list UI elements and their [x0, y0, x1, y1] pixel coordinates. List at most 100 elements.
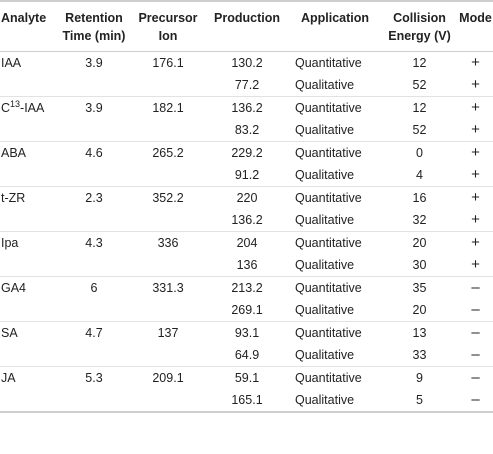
cell-analyte: C13-IAA	[0, 95, 57, 119]
cell-precursor-ion: 265.2	[131, 140, 205, 164]
table-row: 136 Qualitative 30 +	[0, 254, 493, 277]
cell-production: 213.2	[205, 275, 289, 299]
cell-collision-energy: 9	[381, 365, 458, 389]
cell-analyte: SA	[0, 320, 57, 344]
cell-application: Quantitative	[289, 185, 381, 209]
cell-production: 220	[205, 185, 289, 209]
cell-production: 136.2	[205, 95, 289, 119]
cell-collision-energy: 13	[381, 320, 458, 344]
cell-precursor-ion	[131, 119, 205, 142]
header-analyte: Analyte	[0, 0, 57, 52]
cell-production: 59.1	[205, 365, 289, 389]
cell-retention-time: 5.3	[57, 365, 131, 389]
cell-collision-energy: 16	[381, 185, 458, 209]
cell-analyte: ABA	[0, 140, 57, 164]
cell-application: Qualitative	[295, 77, 355, 92]
table-row: 77.2 Qualitative 52 +	[0, 74, 493, 97]
cell-collision-energy: 5	[381, 388, 458, 413]
cell-mode: +	[471, 210, 480, 228]
cell-mode: –	[458, 275, 493, 299]
table-row: ABA 4.6 265.2 229.2 Quantitative 0 +	[0, 140, 493, 164]
cell-analyte	[0, 299, 57, 322]
cell-precursor-ion: 209.1	[131, 365, 205, 389]
cell-application: Quantitative	[289, 320, 381, 344]
cell-precursor-ion	[131, 388, 205, 413]
cell-production: 165.1	[205, 388, 289, 413]
table-row: C13-IAA 3.9 182.1 136.2 Quantitative 12 +	[0, 95, 493, 119]
cell-precursor-ion	[131, 299, 205, 322]
cell-mode: +	[471, 75, 480, 93]
cell-retention-time: 4.6	[57, 140, 131, 164]
cell-precursor-ion	[131, 164, 205, 187]
cell-analyte	[0, 74, 57, 97]
cell-mode: +	[458, 230, 493, 254]
header-precursor-ion: Precursor Ion	[131, 0, 205, 52]
cell-collision-energy: 32	[412, 212, 427, 227]
cell-retention-time	[57, 119, 131, 142]
cell-production: 136.2	[231, 212, 263, 227]
cell-analyte	[0, 209, 57, 232]
cell-collision-energy: 0	[381, 140, 458, 164]
cell-production: 136	[236, 257, 258, 272]
cell-application: Qualitative	[295, 347, 355, 362]
cell-analyte: JA	[0, 365, 57, 389]
cell-precursor-ion: 182.1	[131, 95, 205, 119]
cell-mode: +	[458, 185, 493, 209]
cell-precursor-ion: 137	[131, 320, 205, 344]
cell-precursor-ion: 352.2	[131, 185, 205, 209]
cell-analyte: t-ZR	[0, 185, 57, 209]
cell-collision-energy: 20	[412, 302, 427, 317]
header-production: Production	[205, 0, 289, 52]
cell-production: 130.2	[231, 55, 263, 70]
cell-retention-time: 3.9	[85, 55, 103, 70]
header-collision-energy: Collision Energy (V)	[381, 0, 458, 52]
cell-retention-time	[57, 344, 131, 367]
header-row: Analyte Retention Time (min) Precursor Ion…	[0, 0, 493, 52]
cell-precursor-ion	[131, 344, 205, 367]
cell-mode: –	[471, 345, 480, 363]
table-row: 64.9 Qualitative 33 –	[0, 344, 493, 367]
cell-retention-time: 2.3	[57, 185, 131, 209]
cell-retention-time	[57, 388, 131, 413]
cell-precursor-ion: 331.3	[131, 275, 205, 299]
table-row: SA 4.7 137 93.1 Quantitative 13–	[0, 320, 493, 344]
cell-analyte: GA4	[0, 275, 57, 299]
cell-application: Quantitative	[289, 95, 381, 119]
cell-collision-energy: 30	[412, 257, 427, 272]
cell-retention-time: 3.9	[57, 95, 131, 119]
header-application: Application	[289, 0, 381, 52]
cell-mode: –	[471, 300, 480, 318]
cell-application: Quantitative	[289, 140, 381, 164]
cell-application: Qualitative	[295, 302, 355, 317]
cell-analyte: IAA	[1, 55, 22, 70]
cell-collision-energy: 4	[416, 167, 423, 182]
cell-precursor-ion	[131, 74, 205, 97]
cell-production: 269.1	[231, 302, 263, 317]
table-row: 165.1 Qualitative 5–	[0, 388, 493, 413]
cell-mode: +	[471, 120, 480, 138]
cell-precursor-ion	[131, 254, 205, 277]
cell-production: 77.2	[234, 77, 260, 92]
table-row: 269.1 Qualitative 20 –	[0, 299, 493, 322]
cell-production: 83.2	[234, 122, 260, 137]
cell-precursor-ion: 176.1	[152, 55, 184, 70]
cell-precursor-ion	[131, 209, 205, 232]
cell-retention-time: 6	[57, 275, 131, 299]
cell-application: Qualitative	[295, 122, 355, 137]
cell-collision-energy: 20	[381, 230, 458, 254]
table-row: 83.2 Qualitative 52 +	[0, 119, 493, 142]
table-row: GA4 6 331.3 213.2 Quantitative 35–	[0, 275, 493, 299]
cell-analyte: Ipa	[0, 230, 57, 254]
table-header: Analyte Retention Time (min) Precursor Ion…	[0, 0, 493, 52]
cell-analyte	[0, 119, 57, 142]
cell-production: 64.9	[234, 347, 260, 362]
cell-mode: +	[471, 165, 480, 183]
cell-collision-energy: 52	[412, 122, 427, 137]
cell-application: Qualitative	[289, 388, 381, 413]
cell-mode: +	[471, 255, 480, 273]
cell-application: Qualitative	[295, 212, 355, 227]
cell-retention-time	[57, 209, 131, 232]
cell-analyte	[0, 164, 57, 187]
cell-retention-time	[57, 164, 131, 187]
cell-application: Qualitative	[295, 167, 355, 182]
